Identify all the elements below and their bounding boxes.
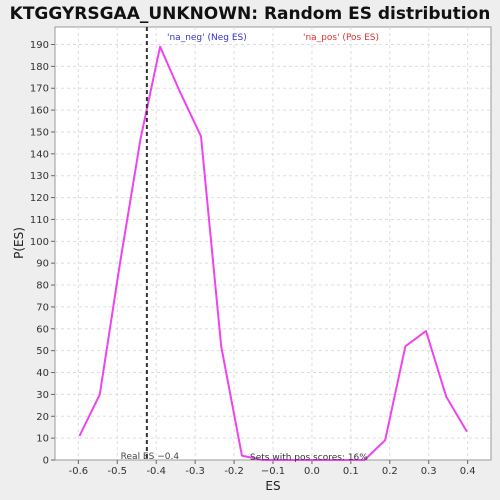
- x-tick-label: -0.3: [185, 466, 205, 477]
- y-tick-label: 80: [36, 281, 49, 292]
- y-tick-label: 150: [30, 127, 49, 138]
- x-axis-title: ES: [265, 479, 280, 493]
- y-tick-label: 100: [30, 237, 49, 248]
- y-tick-label: 20: [36, 412, 49, 423]
- y-tick-label: 140: [30, 149, 49, 160]
- y-tick-label: 70: [36, 302, 49, 313]
- distribution-line: [78, 45, 468, 461]
- y-tick-label: 190: [30, 40, 49, 51]
- y-tick-label: 10: [36, 434, 49, 445]
- y-tick-label: 180: [30, 62, 49, 73]
- x-tick-label: −0.1: [261, 466, 285, 477]
- x-tick-label: -0.6: [69, 466, 89, 477]
- y-tick-label: 160: [30, 106, 49, 117]
- real-es-label: Real ES −0.4: [121, 452, 180, 462]
- y-tick-label: 90: [36, 259, 49, 270]
- y-tick-label: 120: [30, 193, 49, 204]
- y-tick-label: 30: [36, 390, 49, 401]
- y-tick-label: 40: [36, 368, 49, 379]
- legend-pos-es: 'na_pos' (Pos ES): [303, 33, 379, 43]
- y-tick-label: 130: [30, 171, 49, 182]
- x-tick-label: 0.1: [343, 466, 359, 477]
- y-tick-label: 170: [30, 84, 49, 95]
- legend-neg-es: 'na_neg' (Neg ES): [167, 33, 247, 43]
- x-tick-label: 0.0: [304, 466, 320, 477]
- x-tick-label: 0.2: [382, 466, 398, 477]
- x-axis-ticks: -0.6 -0.5 -0.4 -0.3 -0.2 −0.1 0.0 0.1 0.2 0.3 0.4: [69, 460, 476, 477]
- y-tick-label: 50: [36, 346, 49, 357]
- pos-scores-annotation: Sets with pos scores: 16%: [250, 453, 368, 463]
- y-tick-label: 0: [43, 456, 49, 467]
- x-tick-label: -0.2: [224, 466, 244, 477]
- x-tick-label: -0.5: [108, 466, 128, 477]
- y-axis-title: P(ES): [12, 227, 26, 259]
- y-tick-label: 110: [30, 215, 49, 226]
- x-tick-label: 0.3: [421, 466, 437, 477]
- x-tick-label: -0.4: [146, 466, 166, 477]
- x-tick-label: 0.4: [460, 466, 476, 477]
- chart-title: KTGGYRSGAA_UNKNOWN: Random ES distributi…: [10, 4, 491, 24]
- y-axis-ticks: 0 10 20 30 40 50 60 70 80 90 100 110 120 130 140 150 160…: [30, 40, 55, 467]
- y-tick-label: 60: [36, 324, 49, 335]
